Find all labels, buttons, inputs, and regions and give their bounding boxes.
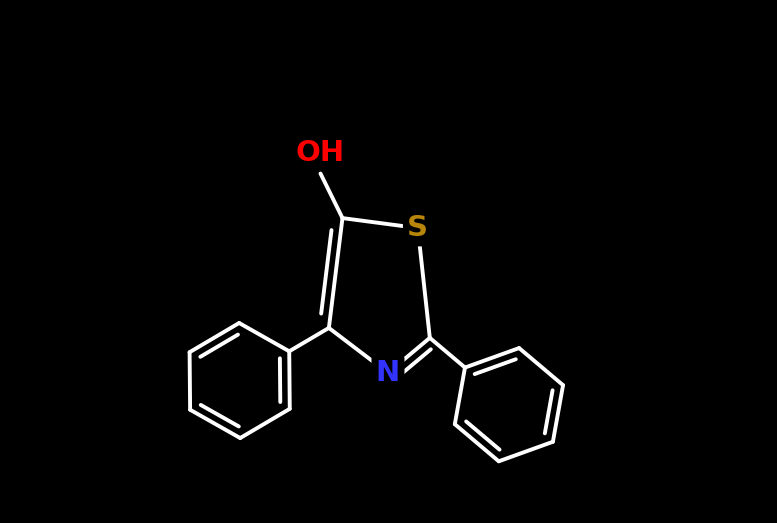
Text: S: S bbox=[407, 214, 428, 242]
Text: N: N bbox=[376, 359, 400, 387]
Text: OH: OH bbox=[296, 139, 345, 167]
